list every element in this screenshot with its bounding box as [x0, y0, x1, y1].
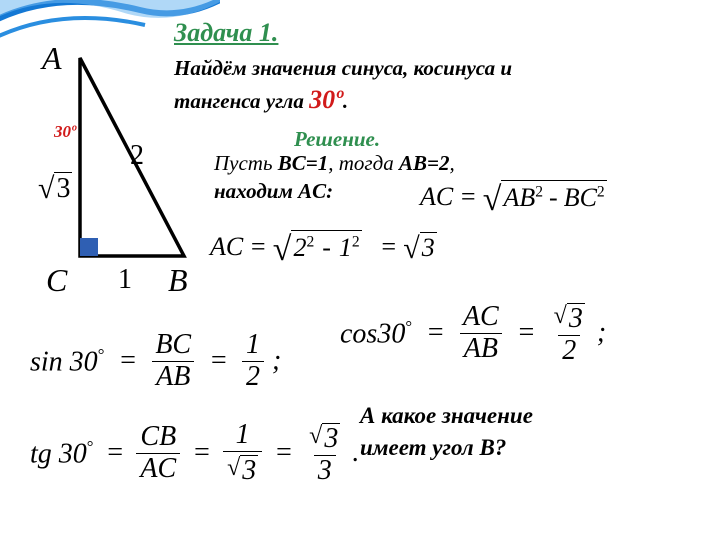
eq-sign-3: = [380, 232, 398, 262]
eq2-result: 3 [420, 232, 437, 263]
task-subtitle: Найдём значения синуса, косинуса и танге… [174, 54, 696, 117]
sqrt-sign-icon-tg1: √ [227, 455, 240, 487]
tg-den3: 3 [314, 455, 336, 487]
tg-den1: AC [136, 453, 180, 485]
eq-ac-formula: AC = √ AB2 - BC2 [420, 180, 607, 214]
eq-sign-cos: = [426, 317, 445, 349]
subtitle-line1: Найдём значения синуса, косинуса и [174, 56, 512, 80]
eq-sign-sin2: = [209, 345, 228, 377]
followup-b-pre: имеет угол [360, 435, 479, 460]
frac-1-2: 12 [242, 330, 264, 393]
cos-num2: 3 [567, 303, 585, 335]
eq1-lhs: AC [420, 182, 453, 212]
cos-den2: 2 [558, 335, 580, 367]
sqrt-sign-icon: √ [483, 186, 502, 214]
semicolon-sin: ; [272, 345, 281, 377]
tg-num2: 1 [232, 420, 254, 451]
solution-label: Решение. [294, 127, 696, 152]
sqrt-sign-icon-side: √ [38, 172, 54, 206]
sin-fn: sin 30 [30, 346, 98, 377]
eq-cos30: cos30° = ACAB = √3 2 ; [340, 300, 606, 367]
tg-den2: 3 [240, 455, 258, 487]
sqrt-sign-icon-3: √ [403, 236, 419, 263]
given-d: AB=2 [399, 151, 449, 175]
frac-ac-ab: ACAB [459, 302, 503, 365]
eq-sign-tg2: = [192, 437, 211, 469]
eq-sign-sin: = [118, 345, 137, 377]
sqrt-3-result: √ 3 [403, 232, 436, 263]
eq1-minus: - [549, 183, 558, 213]
vertex-C: C [46, 262, 67, 299]
sqrt-2sq-1sq: √ 22 - 12 [273, 230, 362, 264]
eq-tg30: tg 30° = CBAC = 1 √3 = √3 3 . [30, 420, 359, 487]
followup-b-var: B [479, 435, 494, 460]
eq-sign-tg3: = [274, 437, 293, 469]
sqrt-sign-icon-2: √ [273, 236, 292, 264]
given-c: , тогда [328, 151, 399, 175]
given-e: , [449, 151, 454, 175]
sin-num2: 1 [242, 330, 264, 361]
cos-num1: AC [459, 302, 503, 333]
frac-sqrt3-3: √3 3 [305, 420, 344, 487]
subtitle-line2a: тангенса угла [174, 89, 309, 113]
angle-30-label: 30º [54, 122, 76, 142]
slide-content: Задача 1. Найдём значения синуса, косину… [0, 0, 720, 540]
subtitle-dot: . [343, 89, 348, 113]
eq-sign-2: = [249, 232, 267, 262]
frac-sqrt3-2: √3 2 [550, 300, 589, 367]
eq-sin30: sin 30° = BCAB = 12 ; [30, 330, 281, 393]
followup-a: А какое значение [360, 403, 533, 428]
sin-den2: 2 [242, 361, 264, 393]
sqrt-sign-icon-cos: √ [554, 303, 567, 335]
sqrt-ab2-bc2: √ AB2 - BC2 [483, 180, 607, 214]
frac-bc-ab: BCAB [151, 330, 195, 393]
eq2-b: 1 [339, 233, 352, 262]
tg-fn: tg 30 [30, 438, 87, 469]
triangle-figure: A C B 2 1 √3 30º [24, 40, 194, 290]
given-b: BC=1 [278, 151, 328, 175]
task-title: Задача 1. [174, 18, 696, 48]
triangle-svg [24, 40, 194, 290]
eq1-ab: AB [503, 183, 535, 212]
subtitle-angle: 30º [309, 85, 343, 114]
side-ac-val: 3 [54, 172, 72, 206]
frac-1-sqrt3: 1 √3 [223, 420, 262, 487]
given-a: Пусть [214, 151, 278, 175]
sin-num1: BC [151, 330, 195, 361]
cos-den1: AB [460, 333, 502, 365]
side-AC: √3 [38, 172, 72, 206]
followup-question: А какое значение имеет угол B? [360, 400, 533, 464]
frac-cb-ac: CBAC [136, 422, 180, 485]
tg-num3: 3 [322, 423, 340, 455]
followup-b-post: ? [495, 435, 507, 460]
sin-den1: AB [152, 361, 194, 393]
period-tg: . [352, 437, 359, 469]
side-AB: 2 [130, 140, 144, 172]
eq2-a: 2 [293, 233, 306, 262]
semicolon-cos: ; [597, 317, 606, 349]
eq-ac-numeric: AC = √ 22 - 12 = √ 3 [210, 230, 437, 264]
sqrt-sign-icon-tg2: √ [309, 423, 322, 455]
eq-sign-tg: = [106, 437, 125, 469]
eq-sign-cos2: = [517, 317, 536, 349]
eq1-bc: BC [564, 183, 597, 212]
vertex-A: A [42, 40, 62, 77]
cos-fn: cos30 [340, 318, 405, 349]
vertex-B: B [168, 262, 188, 299]
eq2-lhs: AC [210, 232, 243, 262]
given-line2: находим AС: [214, 179, 333, 203]
tg-num1: CB [136, 422, 180, 453]
side-BC: 1 [118, 264, 132, 296]
eq-sign: = [459, 182, 477, 212]
